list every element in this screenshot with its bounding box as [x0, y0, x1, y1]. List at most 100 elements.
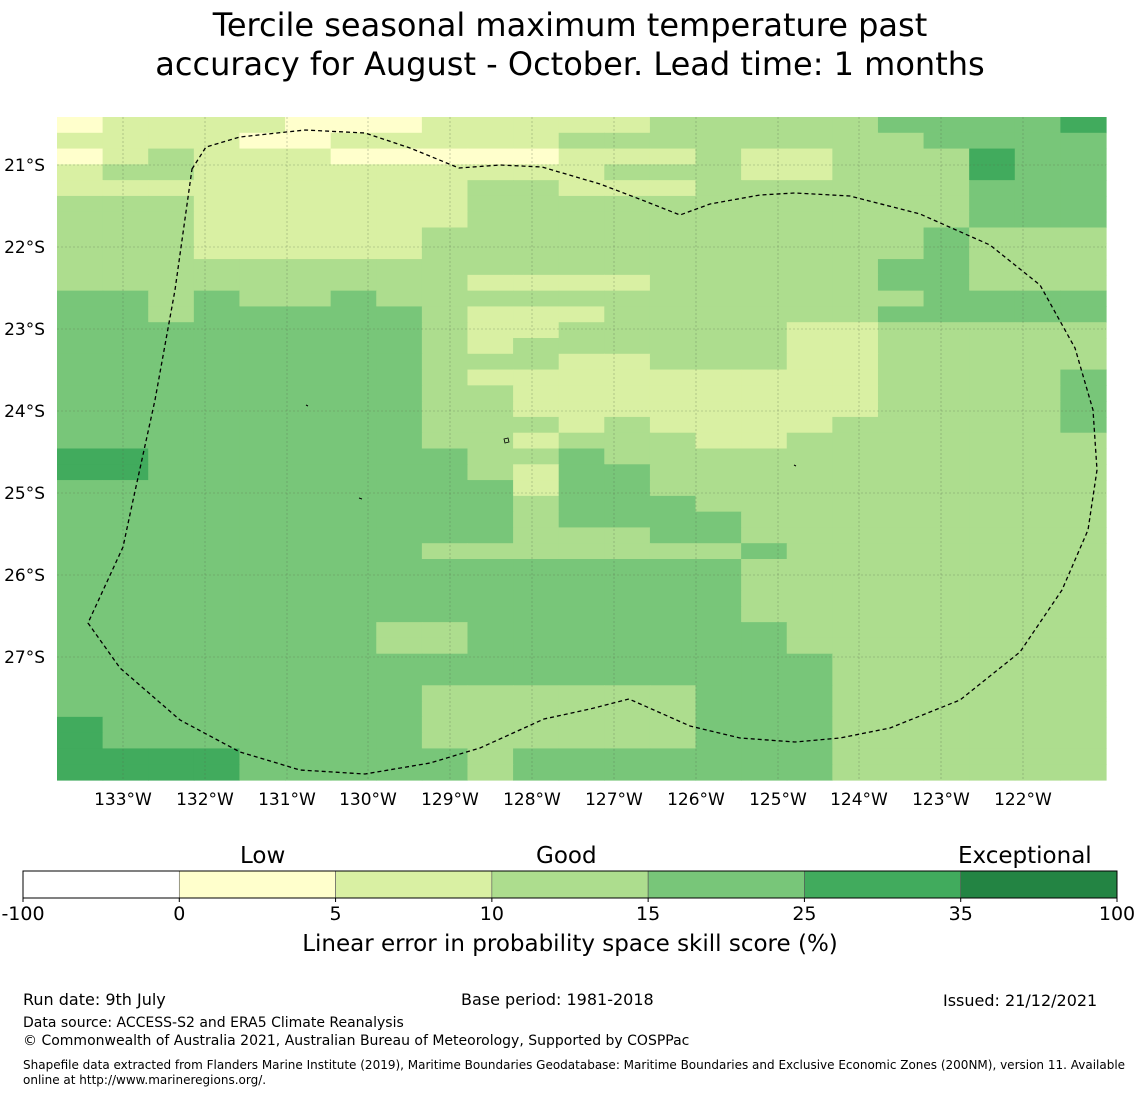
grid-cell	[239, 385, 286, 402]
grid-cell	[1014, 653, 1061, 671]
grid-cell	[604, 574, 651, 592]
grid-cell	[330, 353, 377, 371]
grid-cell	[102, 353, 149, 371]
grid-cell	[239, 732, 286, 750]
grid-cell	[786, 259, 833, 276]
grid-cell	[558, 574, 605, 592]
grid-cell	[421, 637, 469, 655]
grid-cell	[832, 227, 879, 244]
grid-cell	[649, 117, 697, 134]
grid-cell	[558, 764, 605, 781]
grid-cell	[239, 637, 286, 655]
grid-cell	[1060, 274, 1107, 292]
grid-cell	[969, 543, 1016, 560]
grid-cell	[649, 448, 697, 465]
grid-cell	[148, 732, 195, 750]
grid-cell	[969, 353, 1016, 371]
grid-cell	[513, 432, 560, 450]
grid-cell	[193, 574, 241, 592]
grid-cell	[741, 416, 788, 434]
island-marker	[305, 404, 309, 407]
grid-cell	[467, 180, 514, 197]
grid-cell	[649, 322, 697, 339]
longitude-label: 126°W	[667, 790, 725, 810]
grid-cell	[741, 764, 788, 781]
grid-cell	[285, 685, 332, 702]
grid-cell	[604, 259, 651, 276]
grid-cell	[877, 180, 925, 197]
grid-cell	[513, 322, 560, 339]
grid-cell	[513, 511, 560, 529]
grid-cell	[57, 622, 104, 639]
grid-cell	[1014, 480, 1061, 497]
grid-cell	[786, 180, 833, 197]
latitude-label: 21°S	[4, 156, 45, 176]
grid-cell	[57, 480, 104, 497]
grid-cell	[695, 764, 742, 781]
grid-cell	[877, 148, 925, 165]
grid-cell	[695, 338, 742, 355]
grid-cell	[421, 180, 469, 197]
grid-cell	[969, 322, 1016, 339]
grid-cell	[376, 385, 423, 402]
grid-cell	[193, 353, 241, 371]
grid-cell	[832, 385, 879, 402]
grid-cell	[877, 748, 925, 765]
grid-cell	[376, 243, 423, 260]
grid-cell	[1060, 401, 1107, 418]
colorbar-segment	[960, 870, 1118, 899]
grid-cell	[741, 290, 788, 308]
grid-cell	[57, 653, 104, 671]
grid-cell	[1060, 559, 1107, 576]
grid-cell	[877, 448, 925, 465]
grid-cell	[832, 543, 879, 560]
grid-cell	[969, 637, 1016, 655]
grid-cell	[376, 290, 423, 308]
grid-cell	[832, 685, 879, 702]
grid-cell	[57, 274, 104, 292]
grid-cell	[148, 653, 195, 671]
grid-cell	[969, 574, 1016, 592]
colorbar-tick-label: 35	[949, 903, 973, 925]
grid-cell	[741, 401, 788, 418]
grid-cell	[695, 195, 742, 213]
grid-cell	[558, 590, 605, 607]
latitude-label: 26°S	[4, 566, 45, 586]
grid-cell	[604, 211, 651, 229]
colorbar-tick-label: 25	[792, 903, 816, 925]
grid-cell	[57, 464, 104, 481]
grid-cell	[285, 716, 332, 734]
grid-cell	[1014, 195, 1061, 213]
grid-cell	[467, 622, 514, 639]
grid-cell	[877, 385, 925, 402]
grid-cell	[741, 306, 788, 323]
grid-cell	[877, 480, 925, 497]
grid-cell	[467, 574, 514, 592]
longitude-label: 131°W	[258, 790, 316, 810]
grid-cell	[695, 306, 742, 323]
grid-cell	[832, 195, 879, 213]
grid-cell	[148, 480, 195, 497]
island-marker	[503, 437, 510, 444]
grid-cell	[832, 637, 879, 655]
grid-cell	[786, 448, 833, 465]
colorbar-label-exceptional: Exceptional	[958, 843, 1092, 869]
grid-cell	[923, 606, 970, 623]
grid-cell	[741, 622, 788, 639]
grid-cell	[148, 685, 195, 702]
grid-cell	[923, 716, 970, 734]
grid-cell	[239, 306, 286, 323]
grid-cell	[467, 338, 514, 355]
grid-cell	[1014, 211, 1061, 229]
grid-cell	[239, 338, 286, 355]
grid-cell	[741, 716, 788, 734]
grid-cell	[969, 495, 1016, 513]
grid-cell	[239, 669, 286, 686]
grid-cell	[285, 590, 332, 607]
grid-cell	[193, 527, 241, 544]
grid-cell	[330, 432, 377, 450]
grid-cell	[285, 195, 332, 213]
grid-cell	[421, 195, 469, 213]
grid-cell	[877, 401, 925, 418]
grid-cell	[467, 195, 514, 213]
